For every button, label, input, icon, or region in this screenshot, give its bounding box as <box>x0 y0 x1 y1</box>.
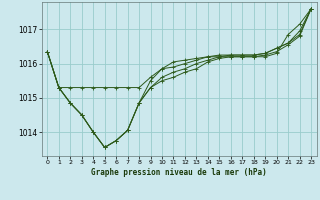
X-axis label: Graphe pression niveau de la mer (hPa): Graphe pression niveau de la mer (hPa) <box>91 168 267 177</box>
